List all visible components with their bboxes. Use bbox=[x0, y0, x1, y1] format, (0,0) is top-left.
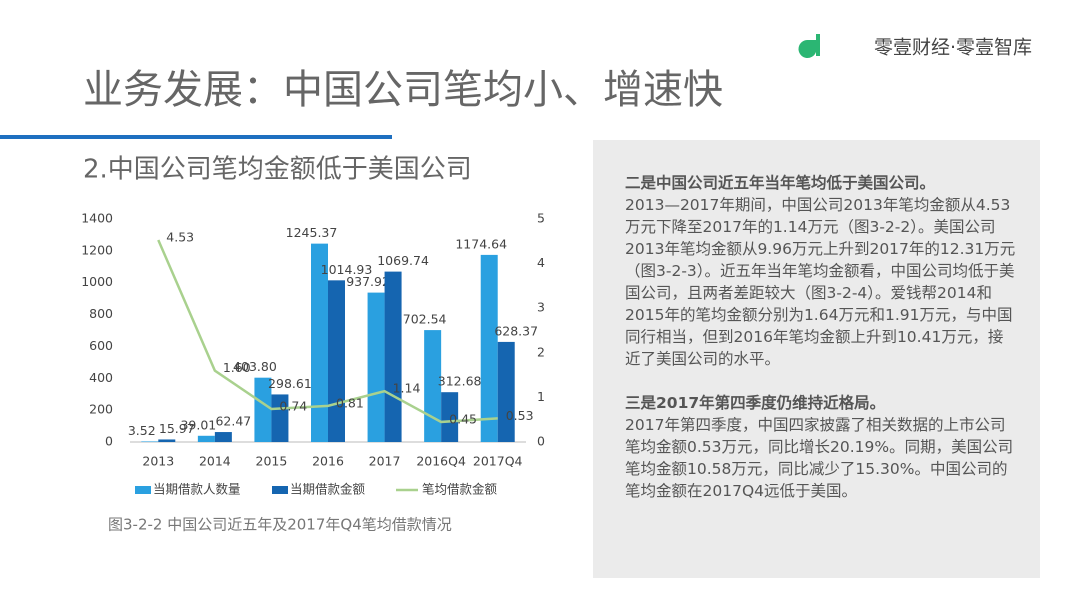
data-label: 1014.93 bbox=[321, 262, 373, 277]
bar bbox=[480, 254, 498, 442]
data-label: 0.53 bbox=[506, 408, 534, 423]
paragraph-heading: 三是2017年第四季度仍维持近格局。 bbox=[625, 394, 886, 412]
y2-tick-label: 4 bbox=[537, 255, 545, 270]
bar bbox=[141, 441, 159, 442]
bar bbox=[441, 392, 459, 442]
paragraph: 二是中国公司近五年当年笔均低于美国公司。 2013—2017年期间，中国公司201… bbox=[625, 172, 1017, 370]
bar bbox=[158, 439, 176, 442]
data-label: 15.97 bbox=[159, 421, 195, 436]
y-tick-label: 400 bbox=[89, 370, 113, 385]
legend-swatch bbox=[272, 486, 288, 494]
x-tick-label: 2017 bbox=[369, 454, 401, 469]
data-label: 298.61 bbox=[268, 376, 312, 391]
data-label: 0.74 bbox=[279, 398, 307, 413]
x-tick-label: 2013 bbox=[142, 454, 174, 469]
paragraph-body: 2017年第四季度，中国四家披露了相关数据的上市公司笔均金额0.53万元，同比增… bbox=[625, 416, 1014, 500]
data-label: 1174.64 bbox=[455, 236, 507, 251]
paragraph: 三是2017年第四季度仍维持近格局。 2017年第四季度，中国四家披露了相关数据的… bbox=[625, 392, 1017, 502]
data-label: 1.60 bbox=[223, 360, 251, 375]
bar bbox=[214, 432, 232, 442]
data-label: 0.45 bbox=[449, 411, 477, 426]
paragraph-heading: 二是中国公司近五年当年笔均低于美国公司。 bbox=[625, 174, 936, 192]
y-tick-label: 1200 bbox=[81, 242, 113, 257]
y-tick-label: 600 bbox=[89, 338, 113, 353]
x-tick-label: 2017Q4 bbox=[473, 454, 523, 469]
legend-label: 笔均借款金额 bbox=[422, 482, 498, 497]
chart-caption: 图3-2-2 中国公司近五年及2017年Q4笔均借款情况 bbox=[108, 516, 452, 534]
data-label: 62.47 bbox=[215, 414, 251, 429]
y2-tick-label: 2 bbox=[537, 344, 545, 359]
data-label: 1245.37 bbox=[286, 225, 338, 240]
bar bbox=[497, 341, 515, 442]
legend-label: 当期借款人数量 bbox=[153, 482, 241, 497]
page-title: 业务发展：中国公司笔均小、增速快 bbox=[83, 67, 723, 113]
data-label: 403.80 bbox=[233, 359, 277, 374]
data-label: 312.68 bbox=[438, 374, 482, 389]
data-label: 1.14 bbox=[393, 381, 421, 396]
data-label: 3.52 bbox=[128, 423, 156, 438]
bar bbox=[367, 292, 385, 442]
title-underline bbox=[0, 135, 392, 139]
data-label: 0.81 bbox=[336, 395, 364, 410]
bar bbox=[328, 280, 345, 442]
data-label: 702.54 bbox=[403, 312, 447, 327]
data-label: 1069.74 bbox=[377, 253, 429, 268]
subtitle: 2.中国公司笔均金额低于美国公司 bbox=[83, 155, 472, 185]
data-label: 4.53 bbox=[166, 229, 194, 244]
x-tick-label: 2016Q4 bbox=[416, 454, 466, 469]
x-tick-label: 2016 bbox=[312, 454, 344, 469]
bar bbox=[271, 394, 289, 442]
bar bbox=[254, 377, 272, 442]
paragraph-body: 2013—2017年期间，中国公司2013年笔均金额从4.53万元下降至2017… bbox=[625, 196, 1016, 368]
x-tick-label: 2014 bbox=[199, 454, 231, 469]
bar bbox=[311, 243, 328, 442]
legend-swatch bbox=[135, 486, 151, 494]
y2-tick-label: 1 bbox=[537, 389, 545, 404]
logo-icon bbox=[798, 34, 820, 58]
x-tick-label: 2015 bbox=[256, 454, 288, 469]
y-tick-label: 1000 bbox=[81, 274, 113, 289]
bar bbox=[384, 271, 402, 442]
data-label: 39.01 bbox=[180, 417, 216, 432]
bar bbox=[197, 435, 215, 442]
text-panel-bg bbox=[593, 140, 1040, 578]
y-tick-label: 1400 bbox=[81, 211, 113, 226]
y-tick-label: 800 bbox=[89, 306, 113, 321]
logo-text: 零壹财经·零壹智库 bbox=[874, 37, 1032, 59]
text-panel: 二是中国公司近五年当年笔均低于美国公司。 2013—2017年期间，中国公司201… bbox=[625, 172, 1017, 524]
data-label: 937.92 bbox=[346, 274, 390, 289]
y-tick-label: 200 bbox=[89, 402, 113, 417]
y2-tick-label: 0 bbox=[537, 434, 545, 449]
legend-label: 当期借款金额 bbox=[290, 482, 366, 497]
y2-tick-label: 5 bbox=[537, 211, 545, 226]
y-tick-label: 0 bbox=[105, 434, 113, 449]
y2-tick-label: 3 bbox=[537, 300, 545, 315]
line bbox=[157, 239, 498, 424]
data-label: 628.37 bbox=[494, 323, 538, 338]
